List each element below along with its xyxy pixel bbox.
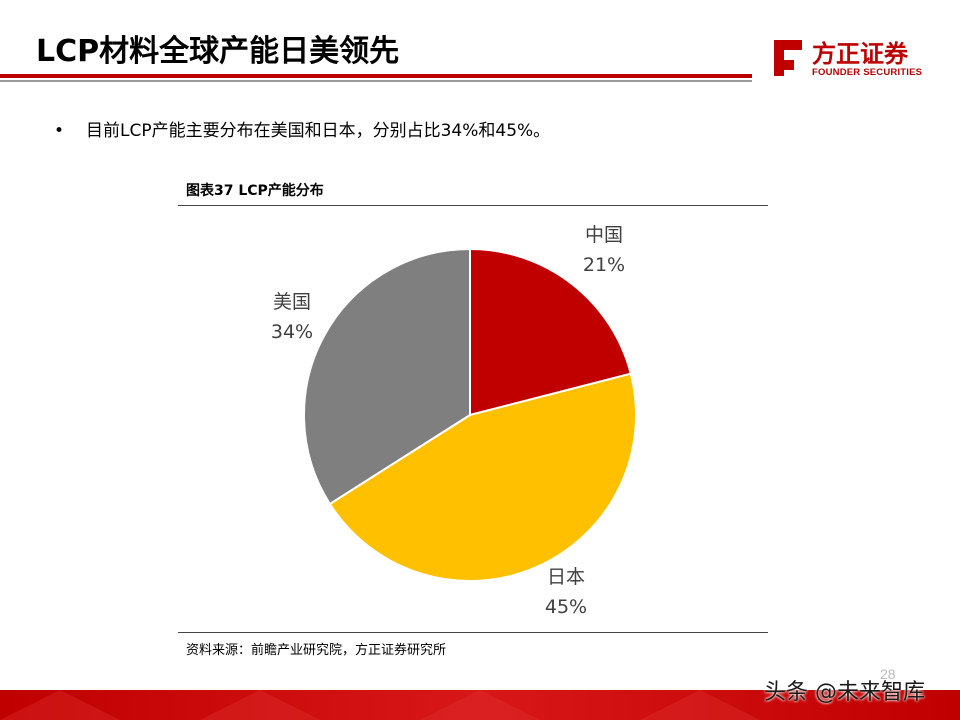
figure-top-rule	[178, 205, 768, 206]
slice-label-japan: 日本 45%	[526, 562, 606, 622]
slice-label-name: 美国	[272, 291, 311, 313]
bullet-text: 目前LCP产能主要分布在美国和日本，分别占比34%和45%。	[86, 121, 551, 141]
slice-label-value: 34%	[270, 321, 314, 343]
bullet-dot: •	[54, 121, 65, 141]
slide-title: LCP材料全球产能日美领先	[36, 34, 400, 69]
title-underline-red	[0, 74, 752, 78]
figure-source: 资料来源：前瞻产业研究院，方正证券研究所	[186, 643, 447, 658]
figure-bottom-rule	[178, 632, 768, 633]
slice-label-name: 中国	[584, 224, 623, 246]
watermark: 头条 @未来智库	[764, 680, 925, 705]
slice-label-value: 45%	[544, 596, 588, 618]
figure-title: 图表37 LCP产能分布	[186, 183, 324, 199]
slice-label-value: 21%	[582, 254, 626, 276]
slice-label-china: 中国 21%	[564, 220, 644, 280]
footer-band	[0, 690, 960, 720]
pie-slice-1	[328, 372, 637, 582]
pie-slice-0	[469, 247, 633, 417]
bullet-item: • 目前LCP产能主要分布在美国和日本，分别占比34%和45%。	[54, 116, 550, 141]
logo-name-en: FOUNDER SECURITIES	[812, 67, 923, 78]
page-number: 28	[880, 666, 896, 682]
logo-name-cn: 方正证券	[812, 40, 908, 68]
slice-label-name: 日本	[546, 566, 585, 588]
founder-logo-icon	[774, 40, 802, 76]
slice-label-usa: 美国 34%	[252, 287, 332, 347]
company-logo: 方正证券 FOUNDER SECURITIES	[768, 34, 938, 82]
title-underline-gray	[0, 80, 752, 82]
pie-slice-2	[303, 247, 471, 506]
